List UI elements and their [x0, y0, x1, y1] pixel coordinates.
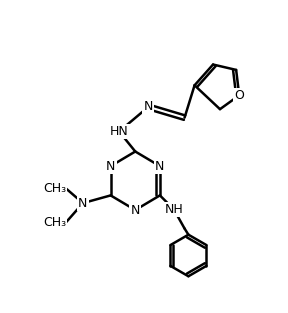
Text: N: N — [155, 160, 165, 173]
Text: O: O — [234, 89, 244, 102]
Text: HN: HN — [110, 125, 128, 138]
Text: N: N — [78, 197, 88, 210]
Text: CH₃: CH₃ — [43, 182, 66, 195]
Text: N: N — [144, 100, 153, 113]
Text: CH₃: CH₃ — [43, 216, 66, 229]
Text: NH: NH — [164, 203, 183, 216]
Text: N: N — [130, 203, 140, 217]
Text: N: N — [106, 160, 115, 173]
